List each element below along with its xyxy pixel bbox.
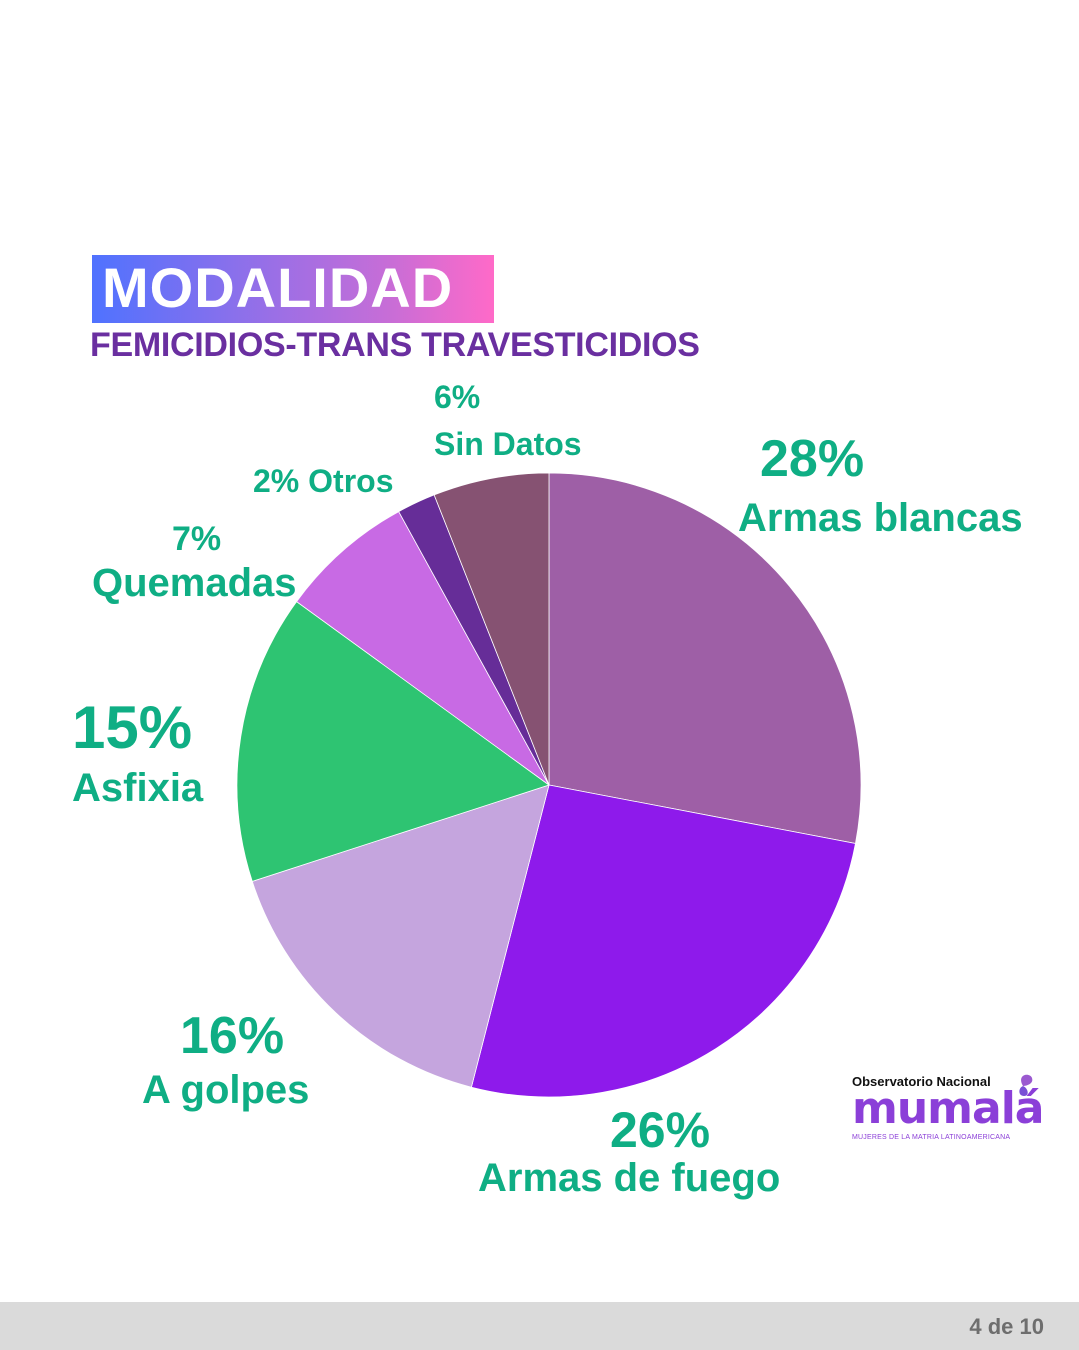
pie-slice-sin-datos [433, 472, 550, 786]
label-quemadas-name: Quemadas [92, 561, 297, 605]
butterfly-icon [1019, 1074, 1033, 1096]
label-sin-datos-pct: 6% [434, 379, 481, 415]
title-banner [92, 255, 494, 323]
label-armas-blancas-name: Armas blancas [738, 496, 1023, 540]
footer-bar: 4 de 10 [0, 1302, 1079, 1350]
page-subtitle: FEMICIDIOS-TRANS TRAVESTICIDIOS [90, 326, 700, 364]
pie-slice-quemadas [296, 511, 550, 786]
label-quemadas-pct: 7% [172, 520, 222, 558]
pie-slice-asfixia [236, 601, 550, 882]
label-asfixia-pct: 15% [72, 694, 193, 761]
logo-top-text: Observatorio Nacional [852, 1074, 991, 1089]
label-sin-datos-name: Sin Datos [434, 426, 582, 462]
logo-sub-text: MUJERES DE LA MATRIA LATINOAMERICANA [852, 1134, 1011, 1141]
label-golpes-pct: 16% [180, 1007, 285, 1065]
pie-slice-armas-blancas [548, 472, 862, 844]
label-armas-fuego-pct: 26% [610, 1102, 711, 1158]
pie-slice-a-golpes [251, 784, 550, 1088]
logo-main-text: mumalá [852, 1083, 1044, 1134]
label-golpes-name: A golpes [142, 1068, 310, 1112]
label-armas-fuego-name: Armas de fuego [478, 1156, 781, 1200]
mumala-logo: Observatorio Nacional mumalá MUJERES DE … [852, 1072, 1044, 1147]
page-title: MODALIDAD [102, 256, 454, 319]
page-number: 4 de 10 [969, 1314, 1044, 1339]
label-otros: 2% Otros [253, 463, 394, 499]
pie-slice-armas-de-fuego [470, 784, 856, 1098]
label-armas-blancas-pct: 28% [760, 430, 865, 488]
label-asfixia-name: Asfixia [72, 766, 204, 810]
